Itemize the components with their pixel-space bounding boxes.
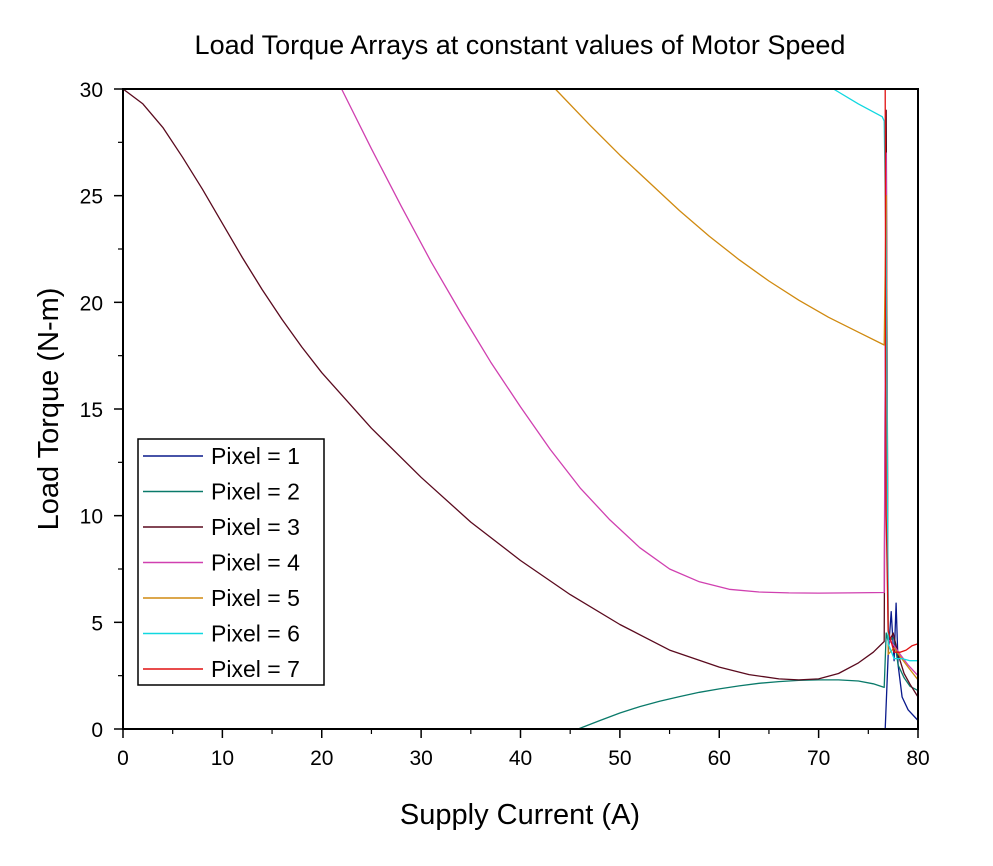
series-line-5 (554, 88, 919, 681)
x-tick-label: 80 (906, 747, 929, 770)
legend-label: Pixel = 5 (211, 585, 300, 611)
x-tick-label: 0 (117, 747, 129, 770)
legend-label: Pixel = 6 (211, 621, 300, 647)
legend-label: Pixel = 7 (211, 656, 300, 682)
legend-label: Pixel = 4 (211, 550, 300, 576)
legend-label: Pixel = 1 (211, 443, 300, 469)
legend-label: Pixel = 3 (211, 514, 300, 540)
chart-title: Load Torque Arrays at constant values of… (195, 30, 846, 60)
x-tick-label: 30 (409, 747, 432, 770)
x-tick-label: 40 (509, 747, 532, 770)
y-tick-label: 30 (80, 79, 103, 102)
y-tick-label: 25 (80, 186, 103, 209)
y-tick-label: 10 (80, 506, 103, 529)
axis-ticks: 0 10 20 30 40 50 60 70 80 0 5 10 15 20 25 30 (80, 79, 930, 770)
series-line-7 (884, 88, 919, 653)
x-tick-label: 20 (310, 747, 333, 770)
x-tick-label: 10 (211, 747, 234, 770)
y-tick-label: 0 (91, 719, 103, 742)
x-axis-title: Supply Current (A) (400, 799, 640, 831)
legend-label: Pixel = 2 (211, 479, 300, 505)
series-line-6 (833, 88, 918, 662)
series-layer (122, 88, 919, 730)
y-tick-label: 20 (80, 292, 103, 315)
x-tick-label: 50 (608, 747, 631, 770)
x-tick-label: 60 (708, 747, 731, 770)
y-axis-title: Load Torque (N-m) (33, 288, 65, 531)
legend: Pixel = 1 Pixel = 2 Pixel = 3 Pixel = 4 Pixe… (137, 438, 325, 686)
y-tick-label: 5 (91, 612, 103, 635)
y-tick-label: 15 (80, 399, 103, 422)
x-tick-label: 70 (807, 747, 830, 770)
